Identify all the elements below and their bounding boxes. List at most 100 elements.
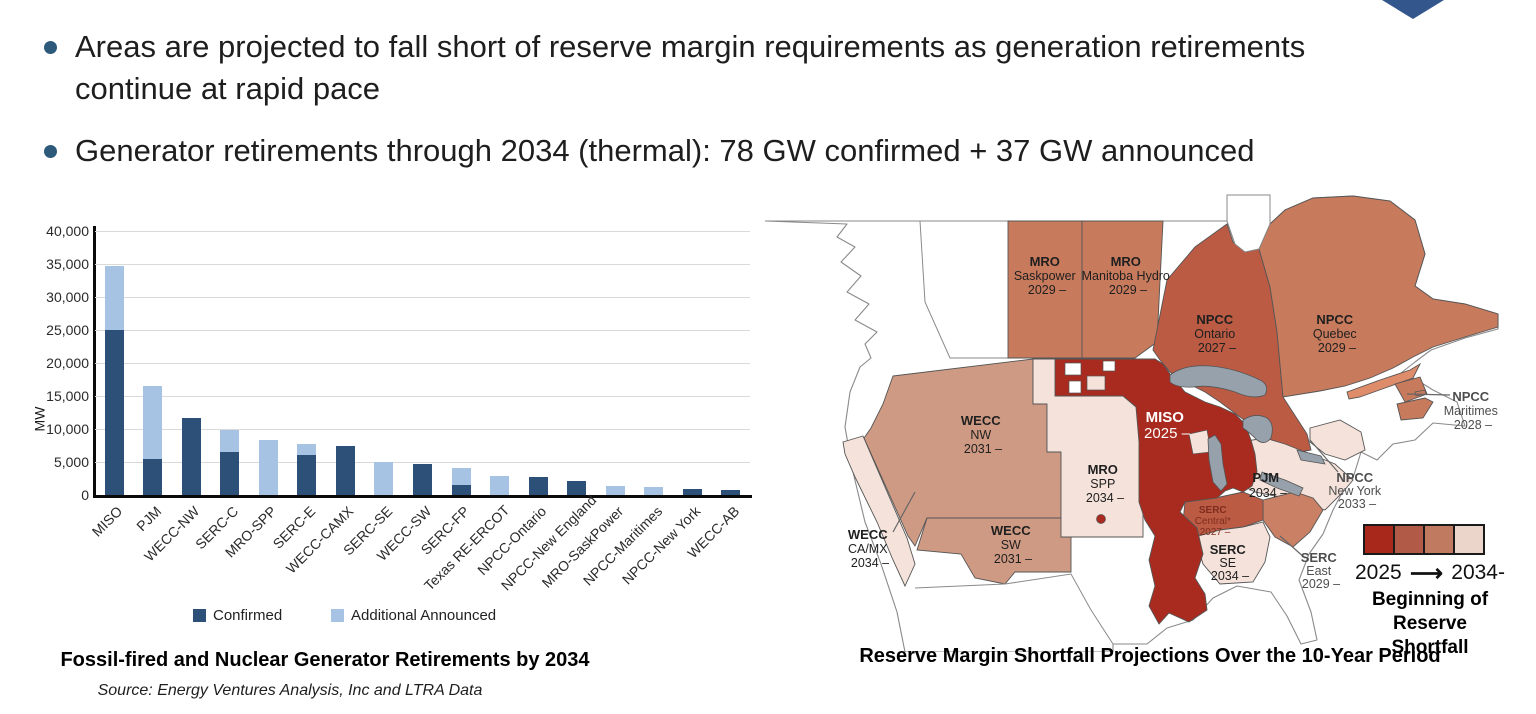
bullet-item: Areas are projected to fall short of res…: [44, 26, 1514, 110]
map-region-gaspe: [1346, 362, 1422, 400]
slide-bullets: Areas are projected to fall short of res…: [44, 26, 1514, 192]
legend-end-year: 2034-: [1451, 561, 1505, 584]
gridline: [95, 264, 750, 265]
bullet-text-retirements: Generator retirements through 2034 (ther…: [75, 133, 1255, 169]
legend-caption-line2: Reserve Shortfall: [1391, 612, 1469, 658]
bar-confirmed-NPCC-New England: [567, 481, 587, 495]
gridline: [95, 231, 750, 232]
y-axis-tick: 5,000: [53, 454, 89, 470]
map-color-legend: 2025 ⟶ 2034- Beginning of Reserve Shortf…: [1355, 524, 1505, 659]
legend-label: Additional Announced: [351, 607, 497, 624]
chart-title: Fossil-fired and Nuclear Generator Retir…: [60, 649, 590, 671]
map-label-serc-central: SERC Central* 2027 –: [1195, 500, 1236, 538]
miso-cutouts: [1064, 360, 1212, 455]
bullet-item: Generator retirements through 2034 (ther…: [44, 130, 1514, 172]
legend-swatch-additional: [331, 609, 344, 622]
retirements-bar-chart: MW Confirmed Additional Announced Fossil…: [31, 213, 765, 713]
bar-confirmed-WECC-CAMX: [335, 446, 355, 495]
bar-additional-SERC-E: [297, 443, 317, 456]
bar-additional-Texas RE-ERCOT: [490, 475, 510, 495]
reserve-shortfall-map: MRO Saskpower 2029 – MRO Manitoba Hydro …: [764, 192, 1505, 653]
map-region-npcc-new-york: [1309, 419, 1366, 461]
map-label-wecc-nw: WECC NW 2031 –: [961, 412, 1005, 456]
bar-additional-MISO: [104, 265, 124, 330]
map-region-wecc-camx: [842, 435, 916, 588]
y-axis-tick: 10,000: [46, 421, 89, 437]
legend-swatch-2025: [1363, 524, 1395, 555]
y-axis-tick: 25,000: [46, 322, 89, 338]
great-lakes: [1169, 365, 1326, 497]
legend-color-scale: [1363, 524, 1505, 555]
map-label-wecc-sw: WECC SW 2031 –: [991, 522, 1035, 566]
map-region-npcc-quebec: [1258, 195, 1499, 398]
map-region-serc-se: [1194, 521, 1271, 585]
bar-confirmed-WECC-AB: [721, 489, 741, 495]
y-axis-tick: 40,000: [46, 223, 89, 239]
map-region-miso-dot: [1096, 514, 1106, 524]
bar-confirmed-SERC-E: [297, 455, 317, 495]
right-arrow-icon: ⟶: [1410, 559, 1443, 586]
hudson-bay: [1226, 194, 1271, 253]
bar-confirmed-PJM: [143, 458, 163, 495]
y-axis-tick: 15,000: [46, 388, 89, 404]
bar-confirmed-WECC-NW: [181, 417, 201, 495]
bar-confirmed-SERC-C: [220, 452, 240, 495]
map-border-us-mx: [914, 573, 1114, 645]
legend-year-range: 2025 ⟶ 2034-: [1355, 561, 1505, 585]
map-border-bc-ab: [919, 220, 1008, 359]
north-america-map-svg: MRO Saskpower 2029 – MRO Manitoba Hydro …: [764, 194, 1503, 653]
bar-additional-MRO-SaskPower: [605, 486, 625, 495]
bullet-icon: [44, 145, 57, 159]
y-axis-line: [93, 226, 96, 497]
map-label-npcc-quebec: NPCC Quebec 2029 –: [1313, 311, 1361, 355]
map-label-mro-saskpower: MRO Saskpower 2029 –: [1014, 253, 1080, 297]
label-leader-lines: [892, 393, 1451, 559]
legend-label: Confirmed: [213, 607, 283, 624]
gridline: [95, 429, 750, 430]
legend-item-additional: Additional Announced: [331, 607, 496, 624]
map-label-mro-manitoba: MRO Manitoba Hydro 2029 –: [1082, 253, 1175, 297]
gridline: [95, 297, 750, 298]
bullet-text-reserve-margin: Areas are projected to fall short of res…: [75, 29, 1306, 107]
map-label-wecc-camx: WECC CA/MX 2034 –: [848, 526, 892, 570]
down-arrow-decoration: [1382, 0, 1444, 19]
y-axis-tick: 30,000: [46, 289, 89, 305]
y-axis-tick: 0: [81, 487, 89, 503]
x-axis-line: [93, 495, 752, 498]
bar-confirmed-SERC-FP: [451, 485, 471, 495]
bar-confirmed-NPCC-New York: [682, 489, 702, 495]
gridline: [95, 330, 750, 331]
map-region-miso: [1054, 358, 1258, 625]
map-label-pjm: PJM 2034 –: [1249, 469, 1287, 500]
legend-swatch-2027: [1393, 524, 1425, 555]
bar-additional-SERC-C: [220, 429, 240, 453]
map-region-maritimes-ns: [1396, 397, 1434, 421]
map-region-serc-east: [1262, 491, 1324, 548]
legend-start-year: 2025: [1355, 561, 1402, 584]
map-label-npcc-maritimes: NPCC Maritimes 2028 –: [1444, 388, 1503, 432]
map-label-mro-spp: MRO SPP 2034 –: [1086, 461, 1124, 505]
bar-additional-SERC-FP: [451, 467, 471, 486]
legend-swatch-2029: [1423, 524, 1455, 555]
map-label-serc-east: SERC East 2029 –: [1301, 549, 1342, 591]
legend-caption-line1: Beginning of: [1371, 589, 1489, 610]
y-axis-tick: 35,000: [46, 256, 89, 272]
y-axis-tick: 20,000: [46, 355, 89, 371]
gridline: [95, 462, 750, 463]
bar-additional-MRO-SPP: [258, 439, 278, 495]
legend-item-confirmed: Confirmed: [193, 607, 282, 624]
map-label-miso: MISO 2025 –: [1144, 409, 1191, 442]
map-region-mro-manitoba: [1081, 220, 1164, 359]
map-label-npcc-ontario: NPCC Ontario 2027 –: [1194, 311, 1239, 355]
bar-additional-NPCC-Maritimes: [644, 487, 664, 495]
bar-confirmed-WECC-SW: [413, 463, 432, 495]
legend-swatch-confirmed: [193, 609, 206, 622]
gridline: [95, 363, 750, 364]
bullet-icon: [44, 41, 57, 54]
legend-swatch-2034: [1453, 524, 1485, 555]
chart-source: Source: Energy Ventures Analysis, Inc an…: [97, 682, 483, 699]
gridline: [95, 396, 750, 397]
bar-confirmed-MISO: [104, 330, 124, 495]
map-label-npcc-new-york: NPCC New York 2033 –: [1328, 469, 1385, 511]
map-label-serc-se: SERC SE 2034 –: [1210, 541, 1251, 583]
